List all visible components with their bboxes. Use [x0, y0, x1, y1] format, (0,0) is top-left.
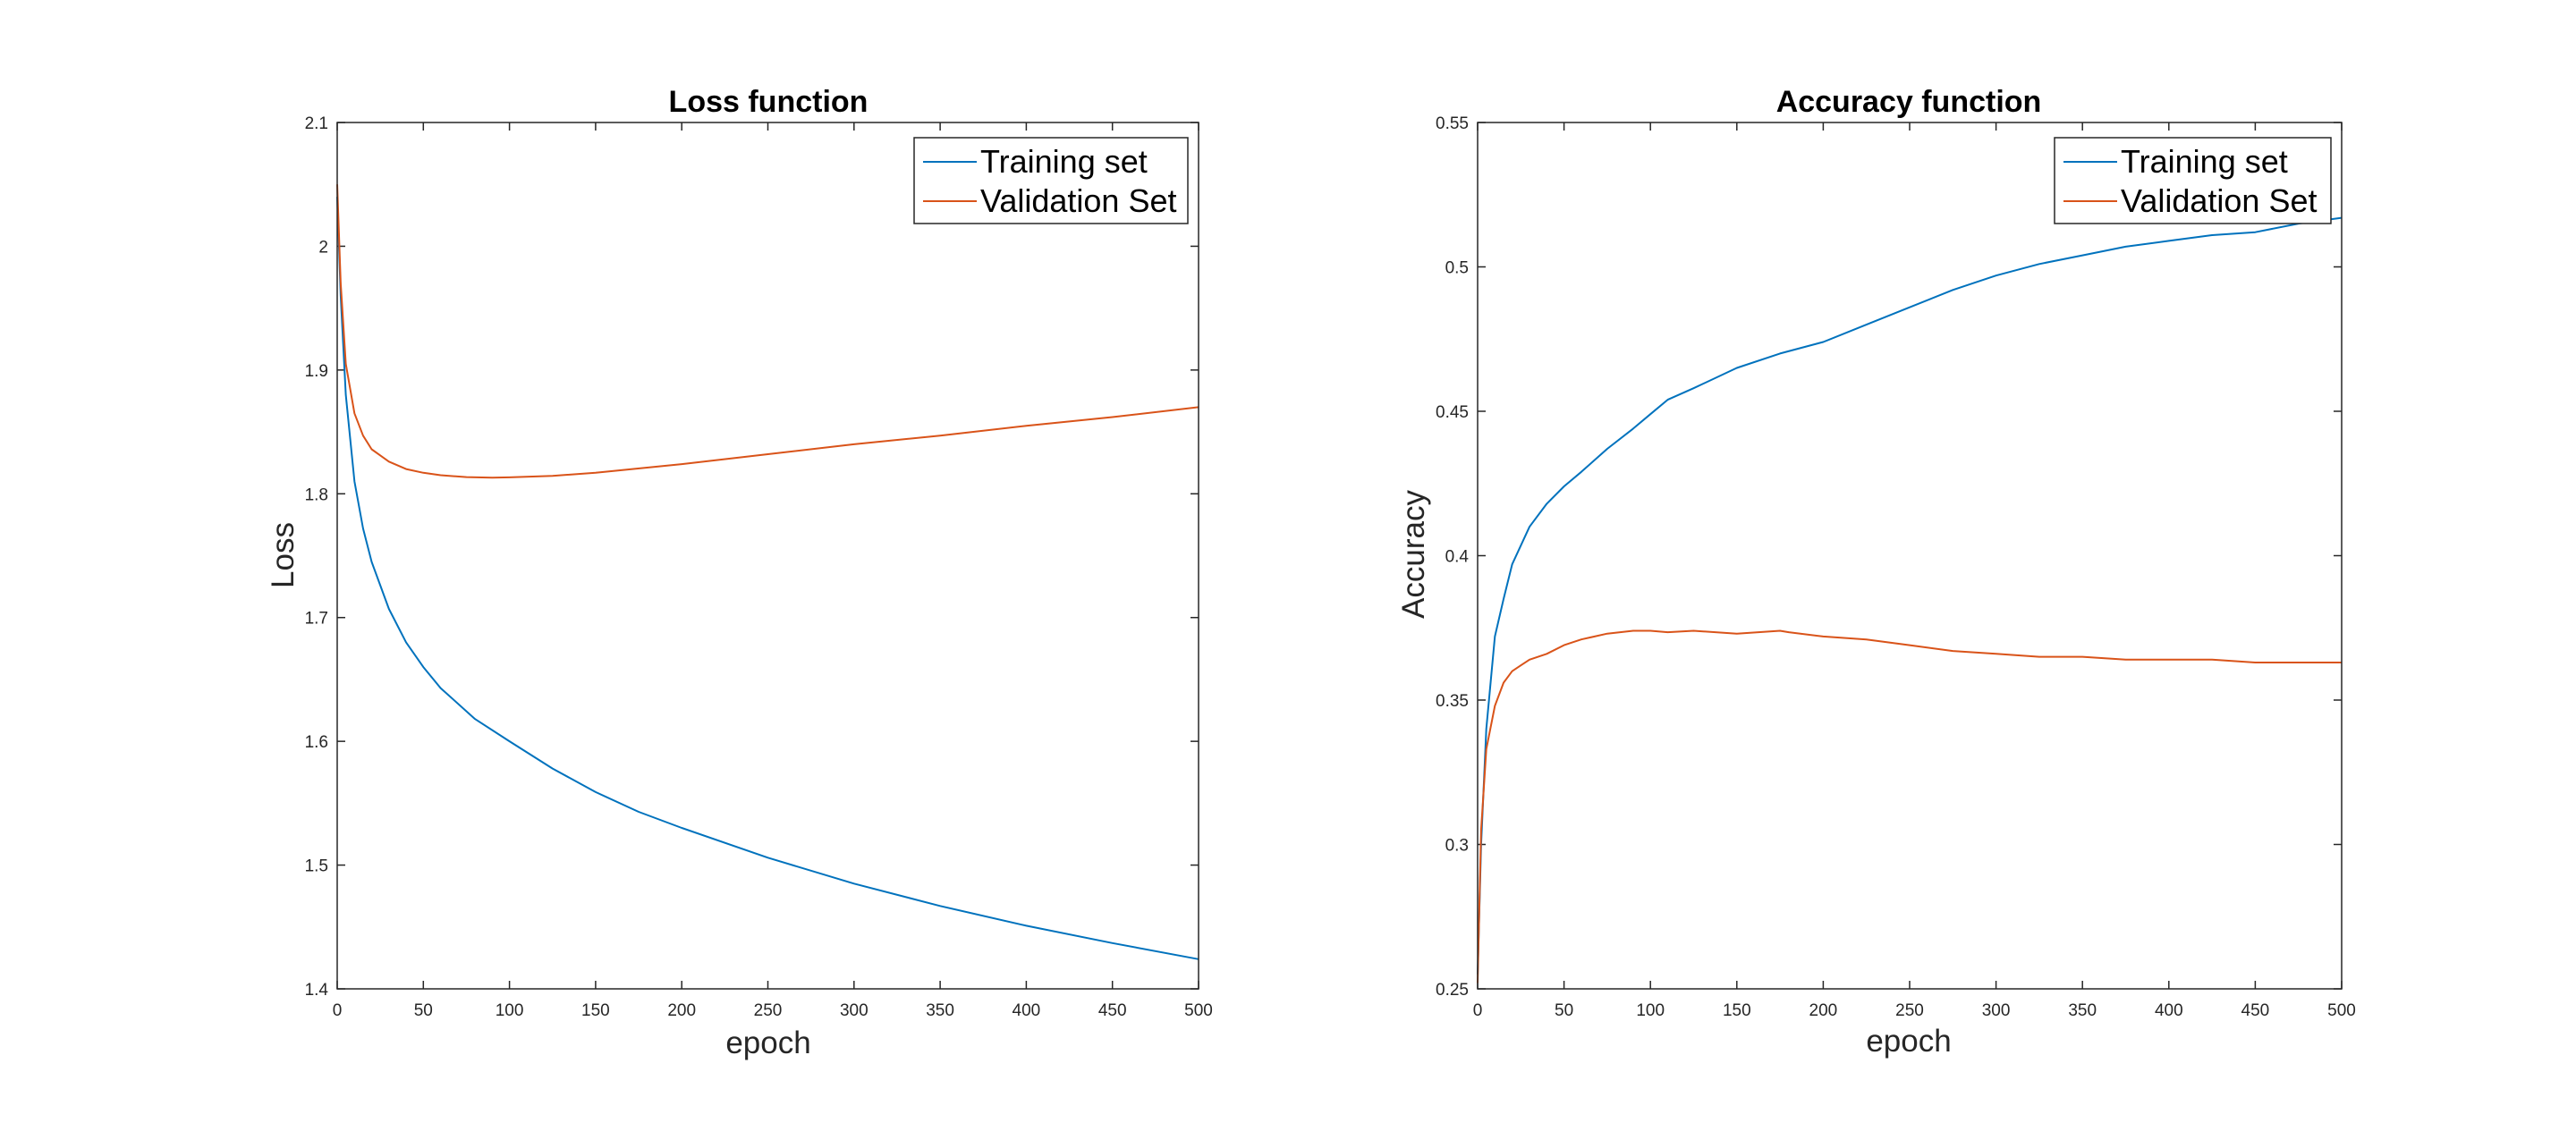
- x-tick-label: 100: [496, 1001, 524, 1020]
- x-tick-label: 500: [2327, 1001, 2356, 1020]
- series-line-training: [336, 197, 1199, 960]
- x-tick-label: 300: [1982, 1001, 2011, 1020]
- series-line-validation: [336, 184, 1199, 479]
- y-tick-label: 1.9: [305, 362, 328, 381]
- y-tick-label: 0.55: [1436, 114, 1469, 133]
- x-tick-label: 50: [1555, 1001, 1573, 1020]
- loss-chart-lines: [336, 184, 1199, 960]
- accuracy-chart-legend-box: [2054, 137, 2332, 224]
- x-tick-label: 350: [926, 1001, 954, 1020]
- accuracy-chart-legend: Training set Validation Set: [2054, 137, 2332, 224]
- x-tick-label: 350: [2068, 1001, 2097, 1020]
- x-tick-label: 400: [2155, 1001, 2183, 1020]
- loss-chart-title: Loss function: [669, 85, 869, 119]
- loss-chart-ylabel: Loss: [266, 522, 301, 588]
- legend-label-training: Training set: [980, 143, 1148, 180]
- x-tick-label: 450: [1098, 1001, 1127, 1020]
- y-tick-label: 0.25: [1436, 981, 1469, 1000]
- x-tick-label: 500: [1184, 1001, 1213, 1020]
- loss-chart: Loss function epoch Loss 0 50 100 150 200 250…: [266, 85, 1213, 1060]
- x-tick-label: 50: [414, 1001, 433, 1020]
- series-line-validation: [1477, 629, 2342, 983]
- x-tick-label: 250: [1895, 1001, 1924, 1020]
- x-tick-label: 400: [1013, 1001, 1041, 1020]
- y-tick-label: 0.4: [1445, 548, 1470, 567]
- x-tick-label: 0: [333, 1001, 343, 1020]
- y-tick-label: 0.5: [1445, 259, 1469, 278]
- legend-label-validation: Validation Set: [980, 182, 1176, 219]
- y-tick-label: 1.6: [305, 733, 328, 752]
- legend-label-validation: Validation Set: [2121, 182, 2317, 219]
- x-tick-label: 100: [1636, 1001, 1665, 1020]
- x-tick-label: 200: [1809, 1001, 1838, 1020]
- x-tick-label: 300: [840, 1001, 869, 1020]
- y-tick-label: 1.4: [305, 981, 329, 1000]
- loss-chart-legend: Training set Validation Set: [913, 137, 1189, 224]
- accuracy-chart: Accuracy function epoch Accuracy 0 50 100 1…: [1396, 85, 2356, 1059]
- x-tick-label: 0: [1473, 1001, 1483, 1020]
- x-tick-label: 450: [2241, 1001, 2270, 1020]
- x-tick-label: 200: [667, 1001, 696, 1020]
- y-tick-label: 0.3: [1445, 837, 1469, 856]
- y-tick-label: 1.7: [305, 610, 328, 629]
- accuracy-chart-xlabel: epoch: [1866, 1024, 1951, 1059]
- y-tick-label: 2: [318, 238, 328, 257]
- accuracy-chart-ticks: 0 50 100 150 200 250 300 350 400 450 500 0.25 0.3 0.3…: [1436, 114, 2356, 1020]
- y-tick-label: 2.1: [305, 114, 328, 133]
- y-tick-label: 1.5: [305, 857, 328, 876]
- accuracy-chart-lines: [1477, 216, 2343, 983]
- loss-chart-ticks: 0 50 100 150 200 250 300 350 400 450 500 1.4 1.5 1.6 1…: [305, 114, 1213, 1020]
- x-tick-label: 250: [754, 1001, 783, 1020]
- y-tick-label: 0.45: [1436, 403, 1469, 422]
- legend-label-training: Training set: [2121, 143, 2288, 180]
- y-tick-label: 1.8: [305, 485, 328, 504]
- loss-chart-xlabel: epoch: [725, 1026, 810, 1060]
- y-tick-label: 0.35: [1436, 692, 1469, 711]
- loss-chart-axes-box: [336, 122, 1199, 990]
- accuracy-chart-ylabel: Accuracy: [1396, 490, 1431, 619]
- loss-chart-legend-box: [913, 137, 1189, 224]
- series-line-training: [1477, 216, 2343, 975]
- x-tick-label: 150: [581, 1001, 610, 1020]
- accuracy-chart-title: Accuracy function: [1776, 85, 2042, 119]
- x-tick-label: 150: [1723, 1001, 1751, 1020]
- accuracy-chart-axes-box: [1477, 122, 2343, 990]
